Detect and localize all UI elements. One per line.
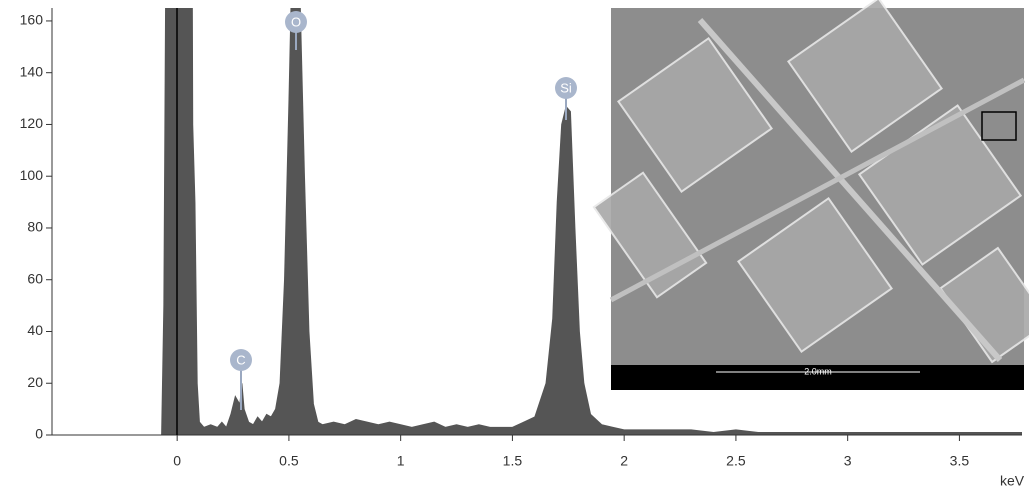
peak-label: C	[236, 352, 245, 367]
y-tick-label: 100	[20, 167, 44, 183]
y-tick-label: 80	[27, 219, 43, 235]
x-tick-label: 2	[620, 453, 628, 469]
peak-label: Si	[560, 80, 572, 95]
y-tick-label: 60	[27, 270, 43, 286]
x-tick-label: 0	[173, 453, 181, 469]
y-tick-label: 0	[35, 426, 43, 442]
x-tick-label: 2.5	[726, 453, 746, 469]
x-tick-label: 1.5	[503, 453, 523, 469]
peak-marker	[285, 11, 307, 33]
y-tick-label: 160	[20, 12, 44, 28]
x-tick-label: 3	[844, 453, 852, 469]
x-tick-label: 3.5	[950, 453, 970, 469]
peak-label: O	[291, 14, 301, 29]
inset-image	[592, 0, 1029, 390]
x-tick-label: 1	[397, 453, 405, 469]
y-tick-label: 120	[20, 115, 44, 131]
y-tick-label: 40	[27, 322, 43, 338]
peak-marker	[230, 349, 252, 371]
x-tick-label: 0.5	[279, 453, 299, 469]
y-tick-label: 20	[27, 374, 43, 390]
peak-marker	[555, 77, 577, 99]
y-tick-label: 140	[20, 63, 44, 79]
x-axis-label: keV	[1000, 473, 1025, 489]
scale-bar-label: 2.0mm	[804, 366, 832, 376]
spectrum	[52, 8, 1022, 435]
